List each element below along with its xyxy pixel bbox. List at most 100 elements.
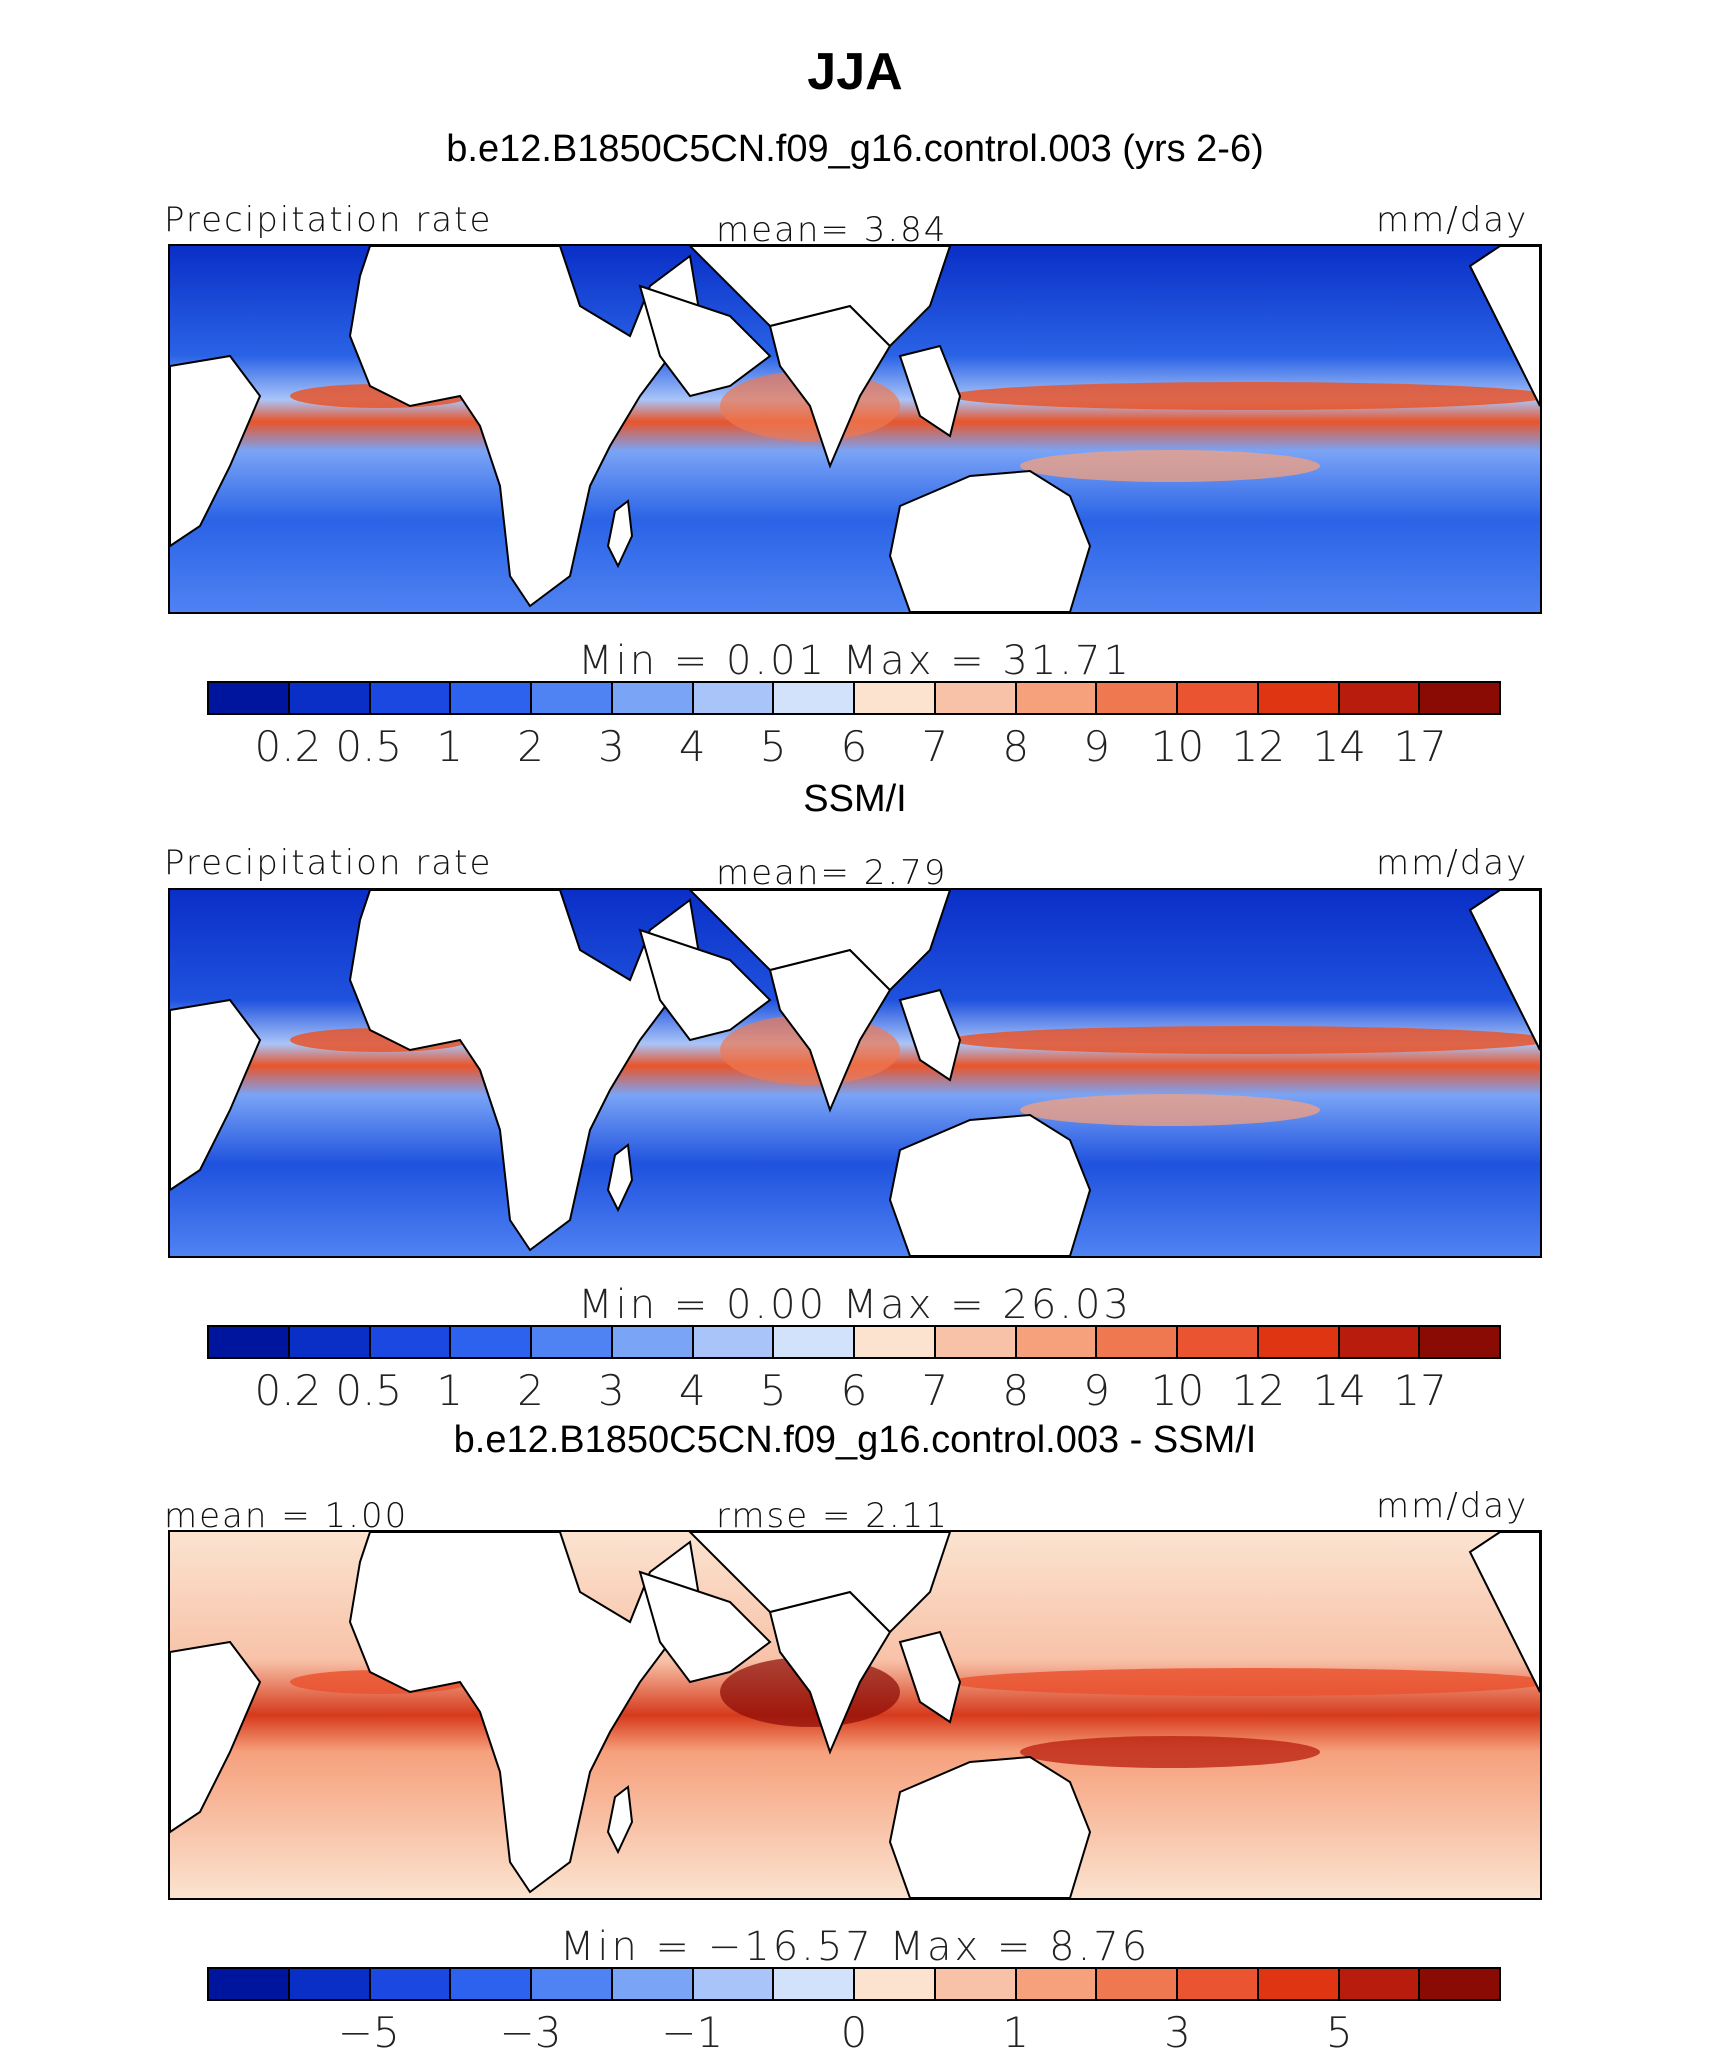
africa-landmass <box>348 1532 702 1894</box>
colorbar-swatch <box>370 683 452 713</box>
colorbar-swatch <box>1016 1969 1098 1999</box>
left-label: Precipitation rate <box>164 200 493 240</box>
australia-landmass <box>888 1113 1092 1256</box>
colorbar-swatch <box>693 1327 775 1357</box>
left-label: mean = 1.00 <box>164 1496 409 1536</box>
colorbar-swatch <box>1339 1327 1421 1357</box>
colorbar-swatch <box>209 1969 290 1999</box>
colorbar-swatch <box>1097 683 1178 713</box>
colorbar-swatch <box>1339 683 1421 713</box>
colorbar-tick-label: −5 <box>337 2008 400 2057</box>
colorbar-swatch <box>1097 1327 1178 1357</box>
colorbar-tick-label: 9 <box>1083 722 1110 771</box>
precip-field-1 <box>170 890 1540 1256</box>
colorbar-swatch <box>1420 1327 1499 1357</box>
colorbar-swatch <box>612 1969 694 1999</box>
colorbar-swatch <box>370 1969 452 1999</box>
america-landmass <box>1468 890 1540 1051</box>
colorbar-tick-label: 3 <box>1164 2008 1191 2057</box>
colorbar-swatch <box>612 1327 694 1357</box>
colorbar-swatch <box>289 1327 371 1357</box>
colorbar-tick-label: 7 <box>921 1366 949 1415</box>
colorbar-tick-label: 1 <box>1002 2008 1030 2057</box>
map-panel <box>168 244 1542 614</box>
asia-landmass <box>688 1532 952 1634</box>
africa-landmass <box>348 890 702 1252</box>
colorbar-swatch <box>935 1327 1017 1357</box>
colorbar-tick-label: 5 <box>759 1366 787 1415</box>
colorbar-tick-label: 0 <box>840 2008 868 2057</box>
colorbar-swatch <box>209 1327 290 1357</box>
min-max-label: Min = 0.00 Max = 26.03 <box>578 1282 1132 1328</box>
southamerica-landmass <box>170 998 262 1192</box>
colorbar-tick-label: 9 <box>1083 1366 1110 1415</box>
seasia-landmass <box>898 988 962 1082</box>
center-label: mean= 3.84 <box>716 210 948 250</box>
colorbar-swatch <box>774 683 855 713</box>
colorbar-swatch <box>935 1969 1017 1999</box>
panel-heading: b.e12.B1850C5CN.f09_g16.control.003 (yrs… <box>446 128 1264 170</box>
colorbar-tick-label: 6 <box>840 1366 868 1415</box>
colorbar-swatch <box>451 683 532 713</box>
colorbar-swatch <box>1420 1969 1499 1999</box>
colorbar-swatch <box>855 683 936 713</box>
panel-heading: SSM/I <box>803 778 907 820</box>
asia-landmass <box>688 246 952 348</box>
colorbar-swatch <box>1258 1969 1340 1999</box>
seasia-landmass <box>898 344 962 438</box>
colorbar-tick-label: 5 <box>759 722 787 771</box>
colorbar-tick-label: 0.2 <box>254 722 322 771</box>
units-label: mm/day <box>1376 1486 1529 1526</box>
spcz-band <box>1020 1094 1320 1126</box>
colorbar-swatch <box>693 1969 775 1999</box>
colorbar-swatch <box>532 1327 613 1357</box>
america-landmass <box>1468 1532 1540 1693</box>
colorbar-swatch <box>370 1327 452 1357</box>
colorbar-swatch <box>209 683 290 713</box>
page-title: JJA <box>807 43 903 101</box>
center-label: rmse = 2.11 <box>716 1496 949 1536</box>
southamerica-landmass <box>170 354 262 548</box>
colorbar-swatch <box>451 1969 532 1999</box>
colorbar-tick-label: 2 <box>517 1366 544 1415</box>
colorbar-tick-label: 4 <box>678 1366 706 1415</box>
colorbar-swatch <box>1178 1969 1259 1999</box>
madagascar-landmass <box>606 1785 634 1855</box>
madagascar-landmass <box>606 499 634 569</box>
colorbar-swatch <box>532 1969 613 1999</box>
units-label: mm/day <box>1376 200 1529 240</box>
asia-landmass <box>688 890 952 992</box>
arabia-landmass <box>638 928 772 1042</box>
colorbar <box>207 681 1501 715</box>
colorbar-swatch <box>935 683 1017 713</box>
colorbar-tick-label: 6 <box>840 722 868 771</box>
colorbar-tick-label: 8 <box>1002 722 1030 771</box>
colorbar-swatch <box>1339 1969 1421 1999</box>
colorbar-tick-label: 1 <box>436 1366 463 1415</box>
panel-heading: b.e12.B1850C5CN.f09_g16.control.003 - SS… <box>453 1419 1257 1461</box>
arabia-landmass <box>638 1570 772 1684</box>
map-panel <box>168 1530 1542 1900</box>
colorbar-tick-label: 14 <box>1312 1366 1366 1415</box>
itcz-band-pacific <box>950 382 1540 410</box>
units-label: mm/day <box>1376 843 1529 883</box>
map-panel <box>168 888 1542 1258</box>
america-landmass <box>1468 246 1540 407</box>
colorbar-swatch <box>532 683 613 713</box>
itcz-band-pacific <box>950 1668 1540 1696</box>
colorbar <box>207 1325 1501 1359</box>
colorbar-swatch <box>1016 1327 1098 1357</box>
colorbar-swatch <box>612 683 694 713</box>
colorbar-tick-label: 8 <box>1002 1366 1030 1415</box>
colorbar-swatch <box>855 1327 936 1357</box>
colorbar-tick-label: 5 <box>1325 2008 1353 2057</box>
australia-landmass <box>888 1755 1092 1898</box>
colorbar-swatch <box>855 1969 936 1999</box>
colorbar-swatch <box>693 683 775 713</box>
madagascar-landmass <box>606 1143 634 1213</box>
colorbar-swatch <box>1258 683 1340 713</box>
arabia-landmass <box>638 284 772 398</box>
australia-landmass <box>888 469 1092 612</box>
left-label: Precipitation rate <box>164 843 493 883</box>
colorbar-swatch <box>289 1969 371 1999</box>
